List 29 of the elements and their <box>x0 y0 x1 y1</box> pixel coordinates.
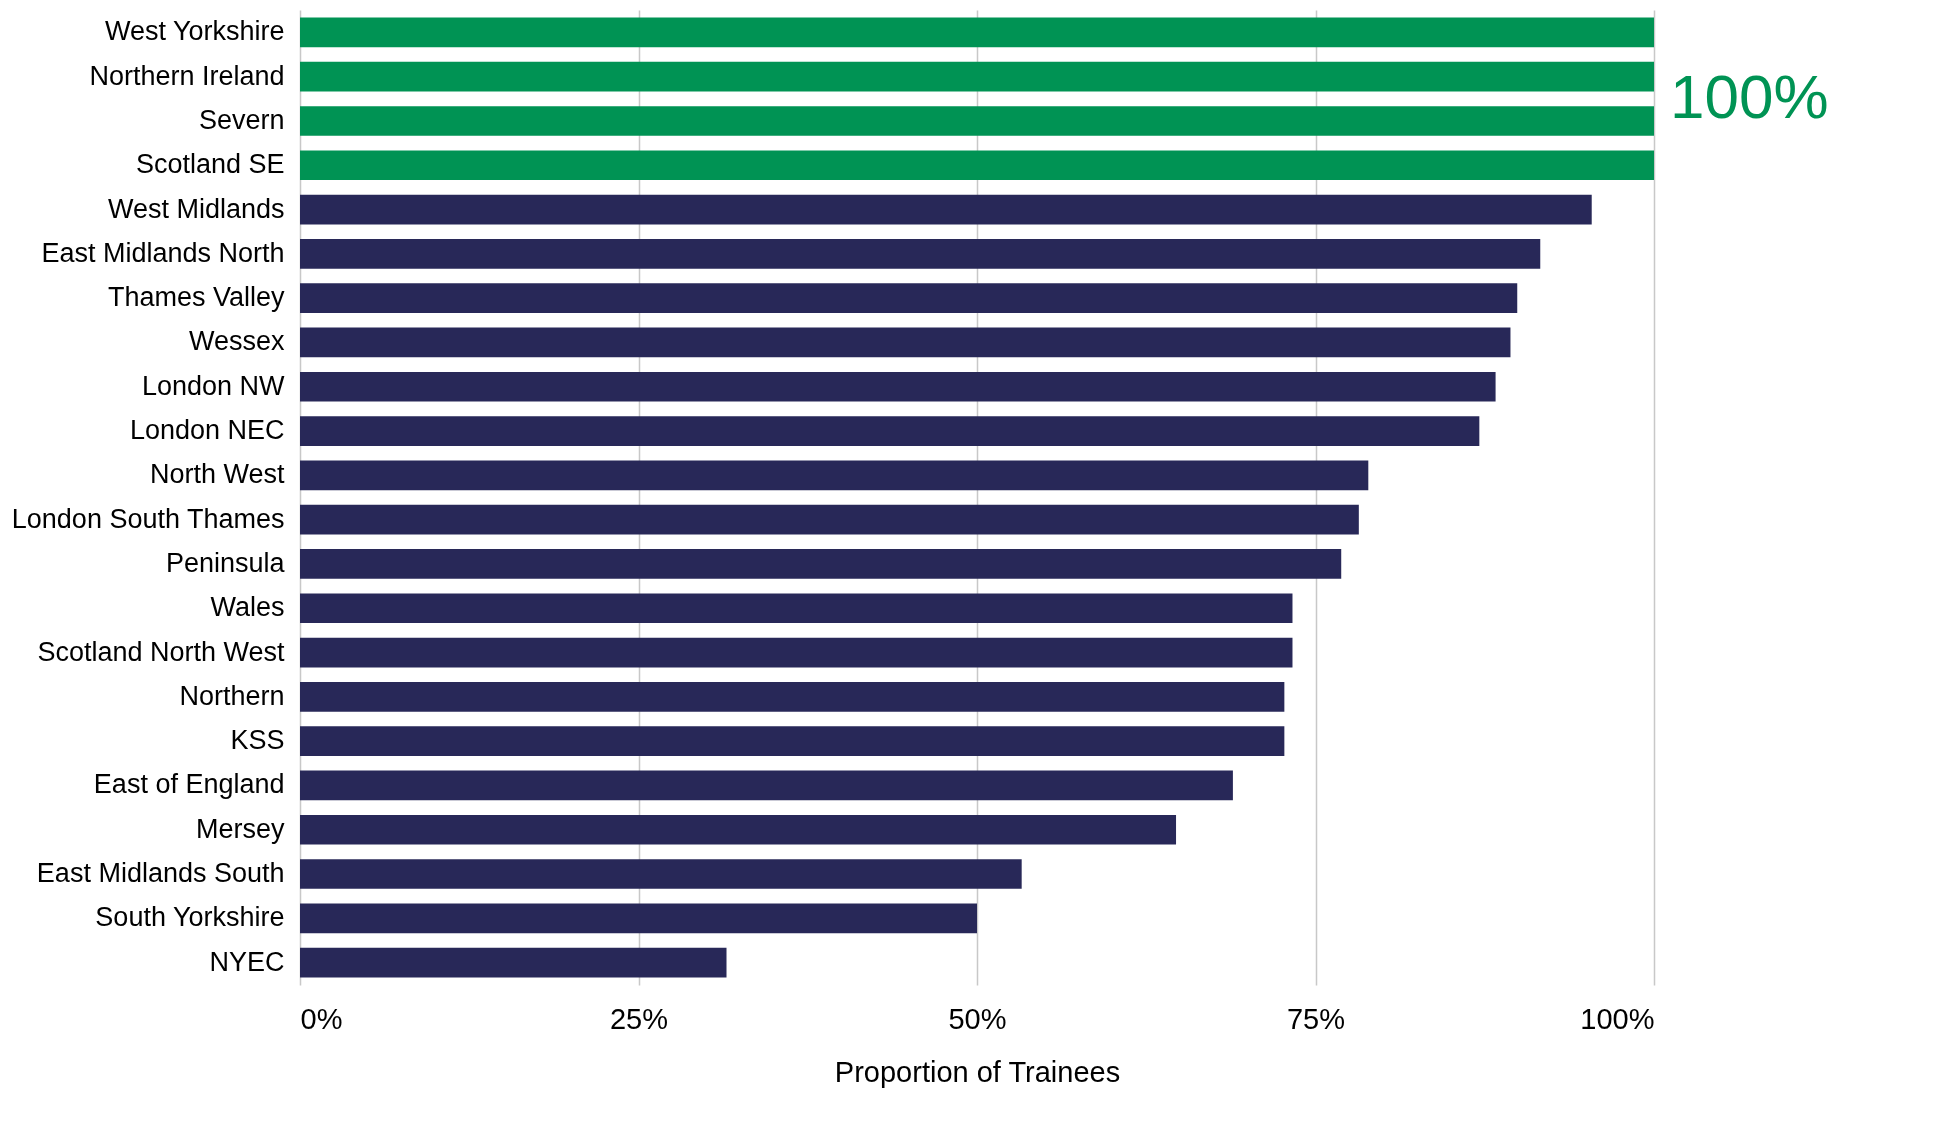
x-axis-title: Proportion of Trainees <box>834 1055 1121 1088</box>
y-tick-label: London South Thames <box>11 503 285 534</box>
y-tick-label: Mersey <box>195 813 285 844</box>
y-tick-label: West Yorkshire <box>104 16 285 47</box>
y-tick-label: West Midlands <box>107 193 285 224</box>
x-tick-label: 100% <box>1580 1002 1655 1035</box>
y-tick-label: East of England <box>93 769 285 800</box>
y-tick-label: Northern Ireland <box>89 60 285 91</box>
y-tick-label: Wessex <box>188 326 285 357</box>
y-tick-label: Thames Valley <box>107 282 285 313</box>
y-tick-label: London NW <box>141 370 285 401</box>
x-tick-label: 0% <box>300 1002 343 1035</box>
y-tick-label: Wales <box>210 592 285 623</box>
annotation: 100% <box>1670 61 1829 131</box>
y-tick-label: Northern <box>179 680 285 711</box>
x-tick-label: 50% <box>948 1002 1007 1035</box>
y-tick-label: East Midlands North <box>41 237 285 268</box>
y-tick-label: Peninsula <box>165 547 286 578</box>
y-tick-label: East Midlands South <box>36 858 285 889</box>
y-tick-label: North West <box>149 459 285 490</box>
y-tick-label: Scotland North West <box>37 636 285 667</box>
x-tick-label: 25% <box>609 1002 669 1035</box>
y-tick-label: Severn <box>198 104 285 135</box>
y-tick-label: South Yorkshire <box>95 902 285 933</box>
x-tick-label: 75% <box>1286 1002 1346 1035</box>
y-tick-label: Scotland SE <box>135 149 285 180</box>
y-tick-label: KSS <box>230 725 285 756</box>
y-tick-label: London NEC <box>129 415 285 446</box>
y-tick-label: NYEC <box>209 946 285 977</box>
